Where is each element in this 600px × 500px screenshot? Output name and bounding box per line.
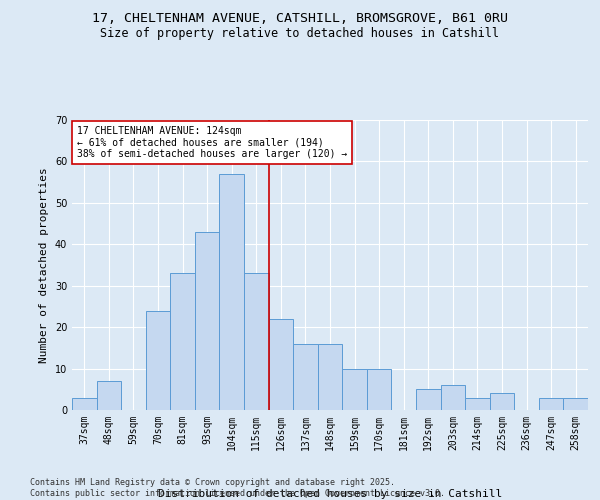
Bar	[269, 319, 293, 410]
Text: Size of property relative to detached houses in Catshill: Size of property relative to detached ho…	[101, 28, 499, 40]
Bar	[170, 274, 195, 410]
Bar	[72, 398, 97, 410]
Bar	[490, 394, 514, 410]
Bar	[293, 344, 318, 410]
Bar	[220, 174, 244, 410]
Bar	[97, 381, 121, 410]
Bar	[465, 398, 490, 410]
Bar	[440, 385, 465, 410]
Bar	[318, 344, 342, 410]
Bar	[195, 232, 220, 410]
Bar	[342, 368, 367, 410]
Bar	[416, 390, 440, 410]
Bar	[244, 274, 269, 410]
Bar	[539, 398, 563, 410]
X-axis label: Distribution of detached houses by size in Catshill: Distribution of detached houses by size …	[158, 489, 502, 499]
Bar	[367, 368, 391, 410]
Bar	[146, 310, 170, 410]
Text: 17 CHELTENHAM AVENUE: 124sqm
← 61% of detached houses are smaller (194)
38% of s: 17 CHELTENHAM AVENUE: 124sqm ← 61% of de…	[77, 126, 347, 159]
Text: 17, CHELTENHAM AVENUE, CATSHILL, BROMSGROVE, B61 0RU: 17, CHELTENHAM AVENUE, CATSHILL, BROMSGR…	[92, 12, 508, 26]
Text: Contains HM Land Registry data © Crown copyright and database right 2025.
Contai: Contains HM Land Registry data © Crown c…	[30, 478, 445, 498]
Bar	[563, 398, 588, 410]
Y-axis label: Number of detached properties: Number of detached properties	[39, 167, 49, 363]
